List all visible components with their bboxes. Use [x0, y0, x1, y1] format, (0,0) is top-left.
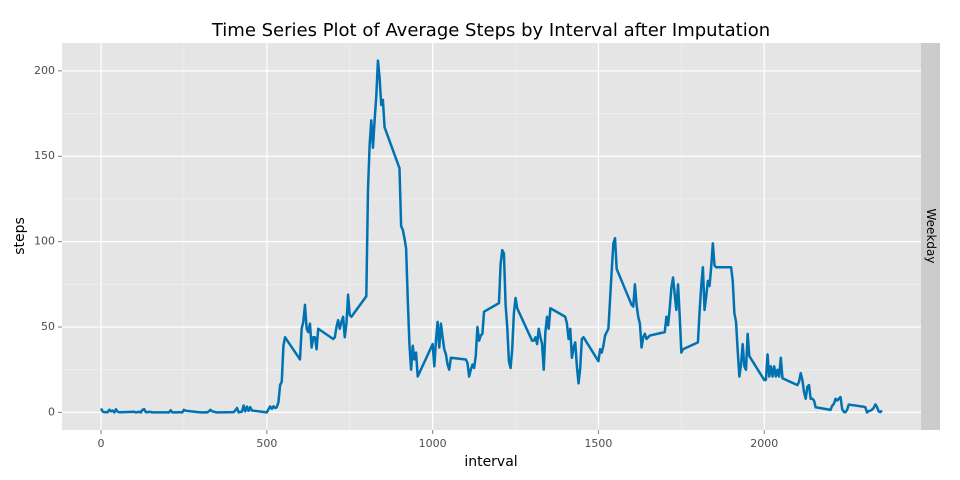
y-tick-label: 50 — [41, 320, 55, 333]
x-tick-label: 1500 — [584, 437, 612, 450]
facet-label: Weekday — [924, 209, 938, 264]
x-tick-label: 2000 — [750, 437, 778, 450]
panel-background — [62, 43, 921, 430]
x-tick-label: 500 — [256, 437, 277, 450]
series-line — [99, 59, 883, 414]
y-tick-label: 150 — [34, 149, 55, 162]
facet-strip — [921, 43, 940, 430]
y-tick-label: 100 — [34, 235, 55, 248]
chart-title: Time Series Plot of Average Steps by Int… — [211, 20, 770, 41]
x-tick-label: 0 — [98, 437, 105, 450]
x-tick-label: 1000 — [419, 437, 447, 450]
y-tick-label: 200 — [34, 64, 55, 77]
y-axis-title: steps — [12, 217, 28, 255]
y-tick-label: 0 — [48, 405, 55, 418]
x-axis-title: interval — [464, 454, 517, 470]
